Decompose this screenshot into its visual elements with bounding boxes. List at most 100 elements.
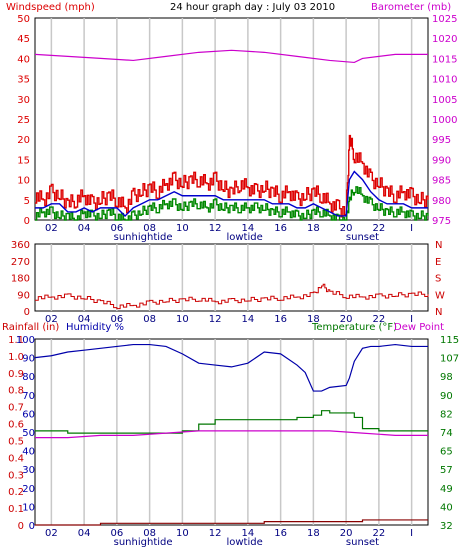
- low-wind-series-line: [35, 186, 429, 221]
- direction-tick-label: 0: [24, 307, 30, 318]
- humidity-tick-label: 70: [22, 391, 35, 402]
- hour-tick-label: 14: [242, 223, 255, 234]
- barometer-tick-label: 1015: [432, 54, 457, 65]
- hour-tick-label: 16: [274, 314, 287, 325]
- dewpoint-series-line: [35, 430, 428, 439]
- hour-tick-label: 12: [209, 223, 222, 234]
- barometer-axis-label: Barometer (mb): [371, 2, 451, 13]
- direction-tick-label: 180: [11, 274, 30, 285]
- barometer-tick-label: 1020: [432, 34, 457, 45]
- barometer-series-line: [34, 49, 428, 64]
- temperature-tick-label: 57: [440, 465, 453, 476]
- rainfall-tick-label: 0.3: [8, 470, 24, 481]
- panel-frame-3: [34, 338, 429, 526]
- humidity-tick-label: 90: [22, 354, 35, 365]
- hour-tick-label: 06: [111, 314, 124, 325]
- temperature-tick-label: 90: [440, 391, 453, 402]
- temperature-tick-label: 107: [440, 354, 459, 365]
- rainfall-tick-label: 0.6: [8, 420, 24, 431]
- barometer-tick-label: 1025: [432, 14, 457, 25]
- barometer-tick-label: 980: [432, 196, 451, 207]
- temperature-tick-label: 74: [440, 428, 453, 439]
- avg-wind-series-line: [35, 170, 428, 217]
- hour-tick-label: 14: [242, 528, 255, 539]
- windspeed-tick-label: 5: [24, 196, 30, 207]
- tide-annotation: lowtide: [226, 232, 262, 243]
- windspeed-tick-label: 35: [17, 75, 30, 86]
- hour-tick-label: 02: [45, 223, 58, 234]
- hour-tick-label: 18: [307, 314, 320, 325]
- tide-annotation: lowtide: [226, 537, 262, 548]
- barometer-tick-label: 1005: [432, 95, 457, 106]
- humidity-tick-label: 0: [29, 521, 35, 532]
- hour-tick-label: I: [410, 223, 413, 234]
- barometer-tick-label: 985: [432, 176, 451, 187]
- windspeed-tick-label: 40: [17, 54, 30, 65]
- compass-tick-label: N: [435, 307, 442, 318]
- temperature-tick-label: 32: [440, 521, 453, 532]
- rainfall-tick-label: 0.7: [8, 403, 24, 414]
- rainfall-tick-label: 1.1: [8, 335, 24, 346]
- temperature-tick-label: 65: [440, 447, 453, 458]
- hour-tick-label: 12: [209, 528, 222, 539]
- direction-tick-label: 360: [11, 240, 30, 251]
- humidity-tick-label: 80: [22, 372, 35, 383]
- direction-tick-label: 90: [17, 290, 30, 301]
- humidity-axis-label: Humidity %: [66, 322, 124, 333]
- barometer-tick-label: 975: [432, 216, 451, 227]
- hour-tick-label: 02: [45, 528, 58, 539]
- windspeed-tick-label: 25: [17, 115, 30, 126]
- barometer-tick-label: 995: [432, 135, 451, 146]
- barometer-tick-label: 1000: [432, 115, 457, 126]
- rainfall-tick-label: 0.5: [8, 436, 24, 447]
- humidity-tick-label: 30: [22, 465, 35, 476]
- humidity-tick-label: 50: [22, 428, 35, 439]
- tide-annotation: sunset: [346, 232, 379, 243]
- hour-tick-label: 02: [45, 314, 58, 325]
- temperature-axis-label: Temperature (°F): [311, 322, 397, 333]
- hour-tick-label: 18: [307, 223, 320, 234]
- hour-tick-label: 20: [340, 314, 353, 325]
- tide-annotation: sunhightide: [114, 537, 173, 548]
- hour-tick-label: 10: [176, 528, 189, 539]
- hour-tick-label: 04: [78, 223, 91, 234]
- hour-tick-label: 06: [111, 528, 124, 539]
- hour-tick-label: 12: [209, 314, 222, 325]
- rainfall-tick-label: 0.1: [8, 504, 24, 515]
- tide-annotation: sunhightide: [114, 232, 173, 243]
- rainfall-axis-label: Rainfall (in): [2, 322, 59, 333]
- rainfall-tick-label: 1.0: [8, 352, 24, 363]
- panel-frame-1: [34, 17, 429, 221]
- hour-tick-label: I: [410, 314, 413, 325]
- chart-title: 24 hour graph day : July 03 2010: [170, 2, 335, 13]
- hour-tick-label: 10: [176, 314, 189, 325]
- rainfall-tick-label: 0.8: [8, 386, 24, 397]
- temperature-tick-label: 40: [440, 502, 453, 513]
- direction-tick-label: 270: [11, 257, 30, 268]
- humidity-tick-label: 100: [16, 335, 35, 346]
- humidity-tick-label: 60: [22, 409, 35, 420]
- hour-tick-label: 22: [373, 528, 386, 539]
- windspeed-tick-label: 15: [17, 155, 30, 166]
- hour-tick-label: 04: [78, 314, 91, 325]
- compass-tick-label: S: [435, 274, 441, 285]
- hour-tick-label: I: [410, 528, 413, 539]
- barometer-tick-label: 990: [432, 155, 451, 166]
- hour-tick-label: 10: [176, 223, 189, 234]
- windspeed-tick-label: 30: [17, 95, 30, 106]
- humidity-tick-label: 20: [22, 484, 35, 495]
- hour-tick-label: 08: [143, 223, 156, 234]
- humidity-tick-label: 40: [22, 447, 35, 458]
- hour-tick-label: 04: [78, 528, 91, 539]
- windspeed-tick-label: 50: [17, 14, 30, 25]
- hour-tick-label: 16: [274, 528, 287, 539]
- windspeed-tick-label: 20: [17, 135, 30, 146]
- hour-tick-label: 08: [143, 314, 156, 325]
- hour-tick-label: 20: [340, 223, 353, 234]
- compass-tick-label: E: [435, 257, 441, 268]
- rainfall-tick-label: 0.2: [8, 487, 24, 498]
- hour-tick-label: 20: [340, 528, 353, 539]
- compass-tick-label: W: [435, 290, 445, 301]
